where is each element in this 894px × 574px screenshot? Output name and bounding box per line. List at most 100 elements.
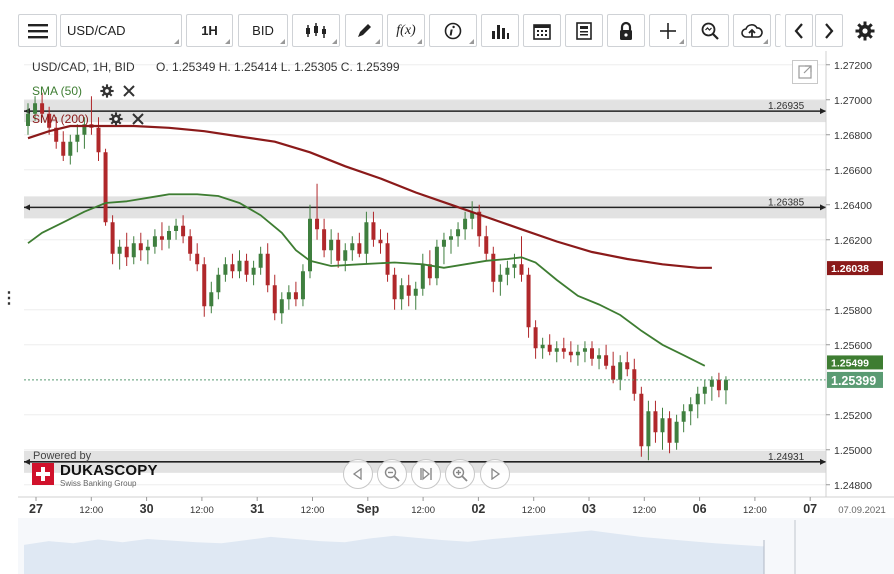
sma200-close-icon[interactable] [132,113,144,125]
swiss-cross-logo [32,463,54,485]
symbol-selector[interactable]: USD/CAD [60,14,182,47]
candle [646,411,651,447]
report-button[interactable] [565,14,603,47]
settings-button[interactable] [849,14,881,47]
candle [75,134,80,142]
zoom-out-icon [384,466,400,482]
sma50-label[interactable]: SMA (50) [32,84,83,98]
candle [152,236,157,247]
candle [251,267,256,275]
candle [456,229,461,237]
candle [322,229,327,251]
candle [167,231,171,240]
scroll-back-button[interactable] [343,459,373,489]
sma200-gear-icon[interactable] [109,112,123,126]
zoom-icon [701,22,719,40]
candle [82,124,87,135]
lock-button[interactable] [607,14,645,47]
y-tick-label: 1.26200 [834,235,872,247]
crosshair-icon [660,22,676,39]
calendar-button[interactable] [523,14,561,47]
sma200-label[interactable]: SMA (200) [32,112,89,126]
candle [174,225,179,231]
candle [716,379,721,391]
candle [597,355,602,359]
gear-icon [855,21,875,40]
candle [202,264,207,307]
candle [702,386,707,394]
candle [300,271,305,300]
sma50-gear-icon[interactable] [100,84,114,98]
toolbar: USD/CAD 1H BID f(x) [0,0,894,56]
candle [449,236,453,240]
candle [47,113,52,128]
candle [590,348,594,359]
x-tick-label: 03 [582,502,596,516]
info-button[interactable] [429,14,477,47]
zoom-out-button[interactable] [377,459,407,489]
candle [427,264,432,279]
next-button[interactable] [815,14,843,47]
level-arrow-right [820,458,826,465]
scroll-left-button[interactable] [775,14,781,47]
y-tick-label: 1.26400 [834,200,872,212]
level-arrow-left [24,458,30,465]
zoom-button[interactable] [691,14,729,47]
volume-button[interactable] [481,14,519,47]
candle [667,418,672,443]
interval-label: 1H [201,23,218,38]
draw-tool-button[interactable] [345,14,383,47]
x-tick-label: 02 [471,502,485,516]
price-levels: 1.26935 1.26385 1.24931 [24,100,826,473]
fit-icon [420,467,432,481]
candle [279,299,284,314]
candle [688,404,693,412]
reset-zoom-button[interactable] [411,459,441,489]
candle [244,260,249,275]
candle [512,264,517,268]
dukascopy-watermark: Powered by DUKASCOPY Swiss Banking Group [32,450,162,492]
level-arrow-right [820,108,826,115]
scroll-forward-button[interactable] [480,459,510,489]
side-selector[interactable]: BID [238,14,288,47]
x-tick-label: 12:00 [522,505,546,516]
crosshair-button[interactable] [649,14,687,47]
level-label: 1.24931 [768,452,805,463]
y-tick-label: 1.25800 [834,305,872,317]
candle [117,246,122,254]
price-tag-label: 1.25399 [831,374,876,388]
menu-button[interactable] [18,14,57,47]
candle [498,274,503,282]
lock-icon [620,21,632,40]
candle [145,246,150,251]
upload-button[interactable] [733,14,771,47]
ohlc-readout: O. 1.25349 H. 1.25414 L. 1.25305 C. 1.25… [156,60,400,74]
candle [293,292,298,300]
interval-selector[interactable]: 1H [186,14,233,47]
sma50-close-icon[interactable] [123,85,135,97]
chart-type-button[interactable] [292,14,340,47]
x-tick-label: 27 [29,502,43,516]
zoom-in-button[interactable] [445,459,475,489]
previous-button[interactable] [785,14,813,47]
candle [110,222,115,254]
candle [547,344,552,352]
price-tag-label: 1.25499 [831,357,869,369]
candle [223,264,228,275]
candle [195,253,200,265]
candle [343,250,348,261]
candle [230,264,235,272]
y-tick-label: 1.27200 [834,60,872,72]
indicators-button[interactable]: f(x) [387,14,425,47]
level-label: 1.26385 [768,197,805,208]
candle [371,222,376,240]
price-axis: 1.27200 1.27000 1.26800 1.26600 1.26400 1.262… [826,60,872,492]
price-tag [827,355,883,370]
candle [399,285,404,300]
candle [434,246,439,279]
x-tick-label: Sep [356,502,379,516]
x-tick-label: 07 [803,502,817,516]
fullscreen-button[interactable] [792,60,818,84]
candle [103,152,108,223]
x-tick-label: 12:00 [743,505,767,516]
